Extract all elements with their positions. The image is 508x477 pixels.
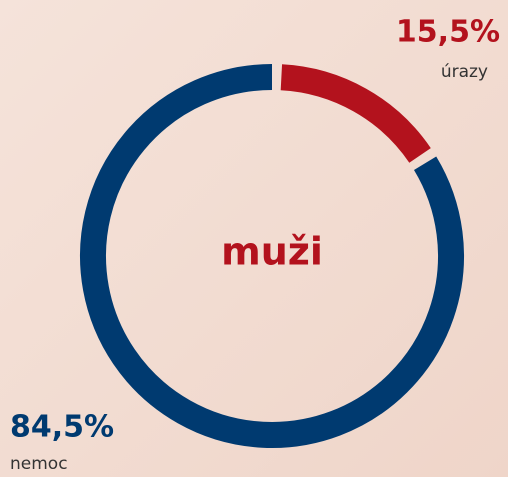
donut-segment <box>280 64 431 163</box>
category-label: nemoc <box>10 454 68 474</box>
donut-segment <box>80 64 464 448</box>
value-label: 84,5% <box>10 410 114 445</box>
category-label: úrazy <box>441 62 488 82</box>
value-label: 15,5% <box>396 15 500 50</box>
center-label: muži <box>221 230 323 274</box>
